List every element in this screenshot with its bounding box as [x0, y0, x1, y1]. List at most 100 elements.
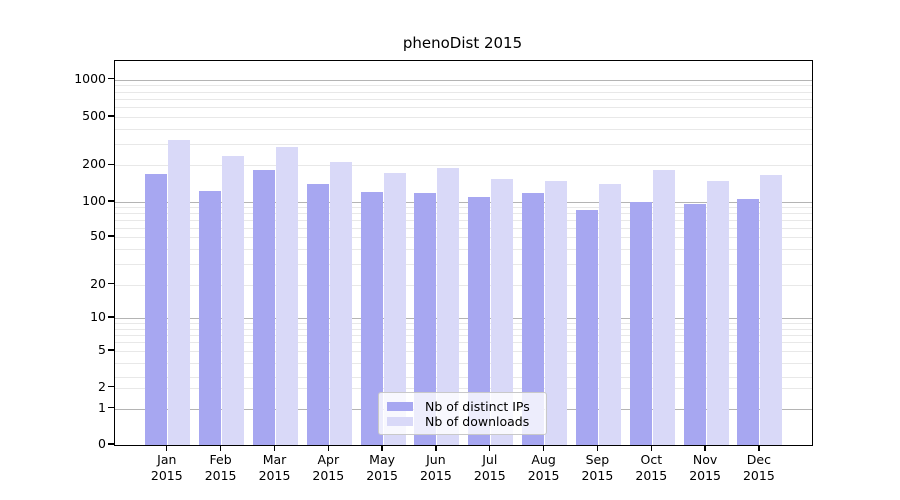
gridline-minor: [115, 323, 812, 325]
y-tick-label: 1: [98, 399, 106, 415]
gridline-minor: [115, 335, 812, 336]
bar-downloads-mar: [276, 146, 298, 445]
gridline-minor: [115, 91, 812, 93]
bar-downloads-apr: [329, 162, 352, 445]
y-tick-label: 5: [98, 341, 106, 357]
x-tick: [219, 445, 222, 451]
gridline-minor: [115, 387, 812, 389]
chart-title: phenoDist 2015: [402, 34, 523, 52]
bar-distinct-ips-oct: [629, 201, 652, 445]
bar-distinct-ips-apr: [306, 184, 329, 445]
bar-distinct-ips-jul: [468, 197, 491, 445]
y-tick-label: 50: [90, 228, 106, 243]
x-tick-label: Jun 2015: [419, 452, 452, 483]
y-tick-label: 20: [90, 275, 106, 291]
y-tick: [108, 406, 114, 409]
gridline-major: [115, 318, 812, 320]
gridline-minor: [115, 85, 812, 87]
gridline-minor: [115, 328, 812, 330]
x-tick: [704, 445, 706, 451]
y-tick-label: 1000: [74, 70, 106, 86]
gridline-minor: [115, 263, 812, 265]
bar-distinct-ips-dec: [737, 199, 760, 445]
bar-downloads-dec: [760, 174, 783, 445]
legend-item-distinct-ips: Nb of distinct IPs: [387, 399, 537, 414]
gridline-major: [115, 79, 812, 81]
legend-item-downloads: Nb of downloads: [387, 414, 537, 429]
gridline-major: [115, 202, 812, 203]
gridline-minor: [115, 237, 812, 238]
x-tick-label: May 2015: [366, 452, 398, 483]
y-tick: [108, 349, 114, 351]
y-tick: [108, 200, 114, 202]
x-tick: [758, 445, 760, 451]
y-tick: [108, 115, 114, 117]
x-tick-label: Aug 2015: [527, 452, 560, 483]
y-tick: [108, 77, 114, 80]
y-tick: [108, 163, 114, 165]
x-tick: [435, 445, 437, 451]
gridline-minor: [115, 165, 812, 167]
x-tick-label: Mar 2015: [258, 452, 291, 483]
x-tick-label: Dec 2015: [742, 452, 775, 483]
x-tick-label: Feb 2015: [204, 452, 237, 483]
y-tick: [108, 283, 114, 285]
x-tick-label: Apr 2015: [312, 452, 345, 483]
y-tick: [108, 443, 114, 445]
x-tick: [273, 445, 276, 451]
legend-swatch-distinct-ips: [387, 402, 413, 411]
bar-distinct-ips-feb: [199, 190, 222, 445]
y-tick-label: 2: [98, 378, 106, 394]
gridline-minor: [115, 248, 812, 250]
bar-downloads-feb: [222, 155, 245, 445]
x-tick: [166, 445, 168, 451]
y-tick-label: 100: [82, 193, 106, 208]
bar-distinct-ips-may: [360, 191, 383, 445]
plot-area: [114, 60, 813, 446]
gridline-minor: [115, 284, 812, 286]
gridline-minor: [115, 220, 812, 221]
x-tick: [381, 445, 383, 451]
gridline-minor: [115, 362, 812, 364]
x-tick-label: Nov 2015: [689, 452, 721, 483]
y-tick-label: 200: [82, 156, 106, 172]
legend-swatch-downloads: [387, 417, 413, 426]
x-tick-label: Sep 2015: [581, 452, 614, 483]
x-tick-label: Oct 2015: [635, 452, 668, 483]
legend-label-downloads: Nb of downloads: [425, 414, 530, 429]
x-tick-label: Jul 2015: [473, 452, 506, 483]
bar-distinct-ips-aug: [522, 193, 545, 445]
y-tick-label: 10: [90, 309, 106, 325]
gridline-minor: [115, 350, 812, 352]
bar-downloads-aug: [545, 180, 568, 445]
gridline-minor: [115, 376, 812, 378]
x-tick: [542, 445, 545, 451]
x-tick: [489, 445, 491, 451]
bar-downloads-may: [383, 173, 406, 445]
gridline-minor: [115, 107, 812, 109]
bar-downloads-jun: [437, 167, 460, 445]
y-tick: [108, 235, 114, 237]
x-tick: [650, 445, 652, 451]
gridline-minor: [115, 128, 812, 130]
gridline-minor: [115, 117, 812, 119]
bar-distinct-ips-jun: [414, 193, 437, 445]
bar-downloads-jan: [168, 139, 191, 445]
y-tick: [108, 385, 114, 388]
bar-distinct-ips-sep: [575, 210, 598, 445]
bar-downloads-sep: [598, 184, 621, 445]
gridline-minor: [115, 144, 812, 145]
gridline-minor: [115, 207, 812, 209]
x-tick: [596, 445, 599, 451]
gridline-minor: [115, 213, 812, 215]
x-tick: [327, 445, 329, 451]
bar-distinct-ips-nov: [683, 204, 706, 445]
x-tick-label: Jan 2015: [150, 452, 183, 483]
y-tick-label: 0: [98, 436, 106, 451]
gridline-minor: [115, 342, 812, 344]
legend-label-distinct-ips: Nb of distinct IPs: [425, 399, 530, 414]
legend: Nb of distinct IPs Nb of downloads: [378, 392, 547, 435]
bar-downloads-oct: [652, 169, 675, 445]
y-tick-label: 500: [82, 108, 106, 124]
